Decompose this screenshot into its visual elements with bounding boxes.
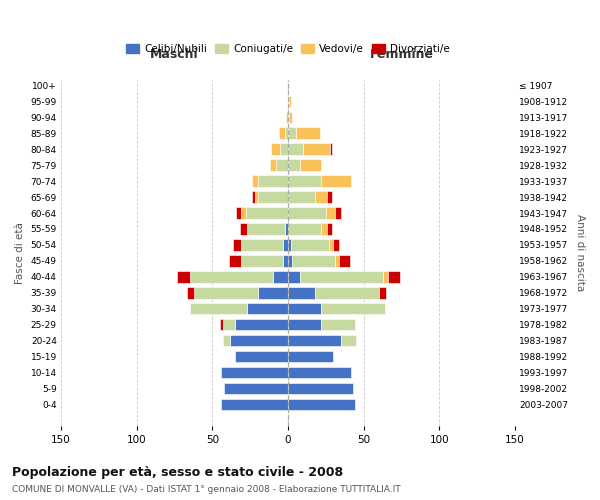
- Bar: [321, 223, 327, 234]
- Bar: [236, 208, 241, 219]
- Bar: [340, 255, 350, 266]
- Bar: [270, 160, 276, 171]
- Bar: [288, 303, 321, 314]
- Bar: [288, 351, 334, 362]
- Bar: [251, 176, 257, 187]
- Bar: [221, 399, 288, 410]
- Bar: [235, 319, 288, 330]
- Bar: [288, 128, 296, 139]
- Bar: [326, 208, 335, 219]
- Bar: [321, 176, 352, 187]
- Bar: [288, 144, 303, 155]
- Bar: [288, 335, 341, 346]
- Legend: Celibi/Nubili, Coniugati/e, Vedovi/e, Divorziati/e: Celibi/Nubili, Coniugati/e, Vedovi/e, Di…: [122, 40, 454, 58]
- Bar: [257, 192, 288, 203]
- Bar: [315, 192, 327, 203]
- Bar: [288, 383, 353, 394]
- Bar: [257, 176, 288, 187]
- Bar: [288, 176, 321, 187]
- Bar: [334, 239, 340, 250]
- Bar: [223, 335, 230, 346]
- Bar: [283, 255, 288, 266]
- Bar: [283, 239, 288, 250]
- Bar: [288, 367, 352, 378]
- Bar: [241, 255, 283, 266]
- Bar: [286, 112, 288, 123]
- Text: COMUNE DI MONVALLE (VA) - Dati ISTAT 1° gennaio 2008 - Elaborazione TUTTITALIA.I: COMUNE DI MONVALLE (VA) - Dati ISTAT 1° …: [12, 485, 401, 494]
- Bar: [288, 208, 326, 219]
- Bar: [223, 319, 235, 330]
- Bar: [321, 303, 385, 314]
- Bar: [315, 287, 379, 298]
- Bar: [194, 287, 257, 298]
- Bar: [235, 351, 288, 362]
- Bar: [285, 223, 288, 234]
- Bar: [229, 255, 241, 266]
- Bar: [288, 255, 292, 266]
- Bar: [296, 128, 320, 139]
- Bar: [251, 192, 254, 203]
- Bar: [239, 223, 247, 234]
- Bar: [288, 319, 321, 330]
- Bar: [291, 239, 329, 250]
- Bar: [220, 319, 223, 330]
- Bar: [292, 255, 335, 266]
- Bar: [233, 239, 241, 250]
- Bar: [289, 112, 292, 123]
- Bar: [288, 192, 315, 203]
- Text: Femmine: Femmine: [370, 48, 433, 62]
- Bar: [289, 96, 291, 107]
- Bar: [300, 160, 321, 171]
- Bar: [178, 271, 190, 282]
- Bar: [241, 208, 245, 219]
- Bar: [327, 192, 332, 203]
- Bar: [224, 383, 288, 394]
- Y-axis label: Fasce di età: Fasce di età: [15, 222, 25, 284]
- Bar: [388, 271, 400, 282]
- Bar: [288, 271, 300, 282]
- Y-axis label: Anni di nascita: Anni di nascita: [575, 214, 585, 292]
- Bar: [273, 271, 288, 282]
- Bar: [247, 303, 288, 314]
- Bar: [254, 192, 257, 203]
- Bar: [321, 319, 355, 330]
- Text: Maschi: Maschi: [150, 48, 199, 62]
- Bar: [221, 367, 288, 378]
- Bar: [288, 399, 355, 410]
- Bar: [288, 287, 315, 298]
- Bar: [379, 287, 386, 298]
- Bar: [335, 255, 340, 266]
- Bar: [341, 335, 356, 346]
- Bar: [241, 239, 283, 250]
- Bar: [300, 271, 383, 282]
- Bar: [288, 160, 300, 171]
- Bar: [190, 303, 247, 314]
- Bar: [247, 223, 285, 234]
- Bar: [288, 96, 289, 107]
- Bar: [271, 144, 280, 155]
- Bar: [245, 208, 288, 219]
- Bar: [288, 239, 291, 250]
- Bar: [303, 144, 331, 155]
- Bar: [190, 271, 273, 282]
- Bar: [331, 144, 332, 155]
- Bar: [257, 287, 288, 298]
- Bar: [279, 128, 285, 139]
- Bar: [288, 223, 321, 234]
- Text: Popolazione per età, sesso e stato civile - 2008: Popolazione per età, sesso e stato civil…: [12, 466, 343, 479]
- Bar: [276, 160, 288, 171]
- Bar: [327, 223, 332, 234]
- Bar: [335, 208, 341, 219]
- Bar: [285, 128, 288, 139]
- Bar: [187, 287, 194, 298]
- Bar: [230, 335, 288, 346]
- Bar: [383, 271, 388, 282]
- Bar: [280, 144, 288, 155]
- Bar: [329, 239, 334, 250]
- Bar: [288, 112, 289, 123]
